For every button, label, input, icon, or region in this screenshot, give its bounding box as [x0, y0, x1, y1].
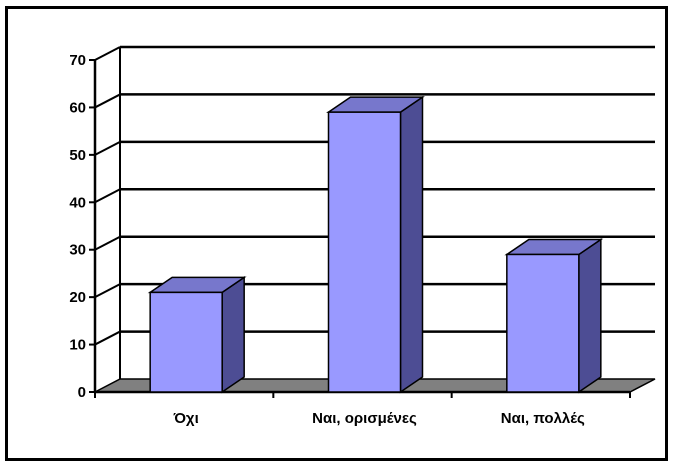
- bar: [327, 111, 402, 393]
- bar-side: [399, 95, 424, 394]
- x-tick-label: Όχι: [173, 410, 199, 427]
- y-tick-label: 10: [69, 337, 86, 354]
- y-tick-label: 0: [78, 384, 86, 401]
- gridline-connector: [94, 93, 121, 109]
- y-tick-label: 30: [69, 242, 86, 259]
- gridline-connector: [94, 140, 121, 156]
- gridline-connector: [94, 283, 121, 299]
- y-tick-label: 70: [69, 52, 86, 69]
- gridline-connector: [94, 330, 121, 346]
- bar: [149, 291, 223, 393]
- y-tick-label: 60: [69, 99, 86, 116]
- gridline-connector: [94, 188, 121, 204]
- gridline-connector: [94, 235, 121, 251]
- y-tick-label: 40: [69, 194, 86, 211]
- bar: [506, 253, 580, 393]
- x-tick-label: Ναι, ορισμένες: [312, 410, 417, 427]
- bar-side: [221, 275, 245, 394]
- bar-side: [578, 238, 602, 394]
- gridline-connector: [94, 46, 121, 61]
- x-tick-label: Ναι, πολλές: [501, 410, 585, 427]
- y-tick-label: 50: [69, 147, 86, 164]
- y-tick-label: 20: [69, 289, 86, 306]
